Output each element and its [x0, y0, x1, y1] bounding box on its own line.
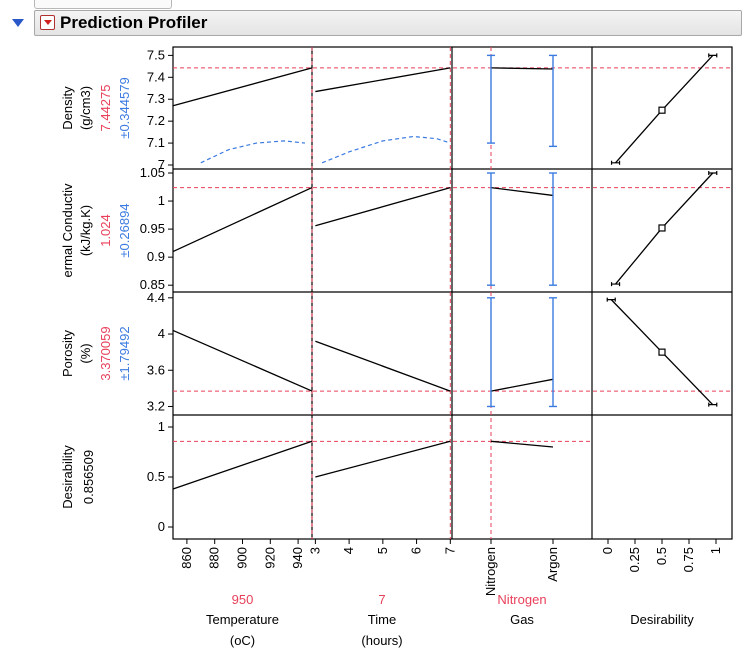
y-tick-label: 3.6 — [147, 362, 165, 377]
desirability-endpoint-handle[interactable] — [606, 297, 616, 302]
x-tick-label: 4 — [341, 547, 356, 554]
red-triangle-menu-icon[interactable] — [40, 15, 55, 30]
response-interval-label: ±0.344579 — [117, 77, 132, 138]
y-tick-label: 0 — [158, 519, 165, 534]
x-tick-label: 5 — [375, 547, 390, 554]
response-name-label: Density — [60, 86, 75, 130]
y-tick-label: 1.05 — [140, 165, 165, 180]
profile-curve — [315, 340, 451, 392]
profile-curve — [172, 440, 313, 490]
profile-curve — [315, 440, 451, 478]
disclosure-triangle-icon[interactable] — [12, 19, 24, 27]
factor-name-label: Time — [368, 612, 396, 627]
desirability-endpoint-handle[interactable] — [708, 402, 718, 407]
y-tick-label: 0.95 — [140, 221, 165, 236]
x-tick-label: 0.5 — [654, 547, 669, 565]
y-tick-label: 0.9 — [147, 249, 165, 264]
profile-curve — [172, 186, 313, 253]
profile-curve — [315, 67, 451, 93]
response-value-label: 0.856509 — [81, 450, 96, 504]
profile-curve — [490, 186, 554, 197]
profile-curve — [490, 378, 554, 392]
x-tick-label: 920 — [262, 547, 277, 569]
response-unit-label: (g/cm3) — [78, 86, 93, 130]
profile-curve — [490, 67, 554, 70]
response-unit-label: (kJ/kg.K) — [78, 205, 93, 256]
y-tick-label: 7.2 — [147, 113, 165, 128]
x-tick-label: 940 — [290, 547, 305, 569]
response-value-label: 1.024 — [98, 214, 113, 247]
profiler-title-bar — [34, 10, 742, 36]
x-tick-label: 900 — [235, 547, 250, 569]
response-unit-label: (%) — [78, 343, 93, 363]
factor-current-value[interactable]: 7 — [378, 592, 385, 607]
factor-name-label: Temperature — [206, 612, 279, 627]
x-tick-label: 0.25 — [627, 547, 642, 572]
x-tick-label: 0.75 — [681, 547, 696, 572]
response-name-label: ermal Conductiv — [60, 183, 75, 277]
x-tick-label: 6 — [409, 547, 424, 554]
x-tick-label: 3 — [307, 547, 322, 554]
factor-unit-label: (hours) — [361, 633, 402, 648]
profile-curve — [172, 329, 313, 392]
window-header: Prediction Profiler — [0, 0, 752, 38]
profiler-title: Prediction Profiler — [60, 13, 208, 32]
desirability-handle[interactable] — [658, 348, 666, 356]
desirability-endpoint-handle[interactable] — [610, 282, 621, 287]
x-tick-label: 880 — [207, 547, 222, 569]
x-tick-label: 1 — [708, 547, 723, 554]
response-value-label: 7.44275 — [98, 85, 113, 132]
y-tick-label: 0.5 — [147, 469, 165, 484]
y-tick-label: 7.5 — [147, 47, 165, 62]
response-value-label: 3.370059 — [98, 326, 113, 380]
response-interval-label: ±1.79492 — [117, 326, 132, 380]
x-tick-label: 7 — [442, 547, 457, 554]
desirability-endpoint-handle[interactable] — [708, 53, 718, 58]
confidence-curve — [200, 140, 306, 164]
desirability-handle[interactable] — [658, 224, 666, 232]
x-tick-label: Nitrogen — [483, 547, 498, 596]
response-interval-label: ±0.26894 — [117, 203, 132, 257]
profile-curve — [172, 67, 313, 107]
desirability-endpoint-handle[interactable] — [708, 171, 718, 175]
factor-current-value[interactable]: Nitrogen — [497, 592, 546, 607]
y-tick-label: 7.3 — [147, 91, 165, 106]
y-tick-label: 3.2 — [147, 398, 165, 413]
y-tick-label: 1 — [158, 193, 165, 208]
factor-name-label: Gas — [510, 612, 534, 627]
x-tick-label: 0 — [600, 547, 615, 554]
y-tick-label: 4 — [158, 326, 165, 341]
profile-curve — [315, 186, 451, 227]
profile-curve — [490, 440, 554, 448]
x-tick-label: Argon — [545, 547, 560, 582]
factor-current-value[interactable]: 950 — [232, 592, 254, 607]
y-tick-label: 7.1 — [147, 135, 165, 150]
y-tick-label: 7 — [158, 157, 165, 172]
confidence-curve — [321, 135, 451, 164]
response-name-label: Desirability — [60, 445, 75, 509]
factor-name-label: Desirability — [630, 612, 694, 627]
desirability-endpoint-handle[interactable] — [610, 160, 621, 165]
x-tick-label: 860 — [179, 547, 194, 569]
desirability-handle[interactable] — [658, 106, 666, 114]
y-tick-label: 7.4 — [147, 69, 165, 84]
factor-unit-label: (oC) — [230, 633, 255, 648]
tab-stub — [34, 0, 172, 9]
y-tick-label: 1 — [158, 419, 165, 434]
y-tick-label: 4.4 — [147, 290, 165, 305]
y-tick-label: 0.85 — [140, 277, 165, 292]
response-name-label: Porosity — [60, 330, 75, 377]
